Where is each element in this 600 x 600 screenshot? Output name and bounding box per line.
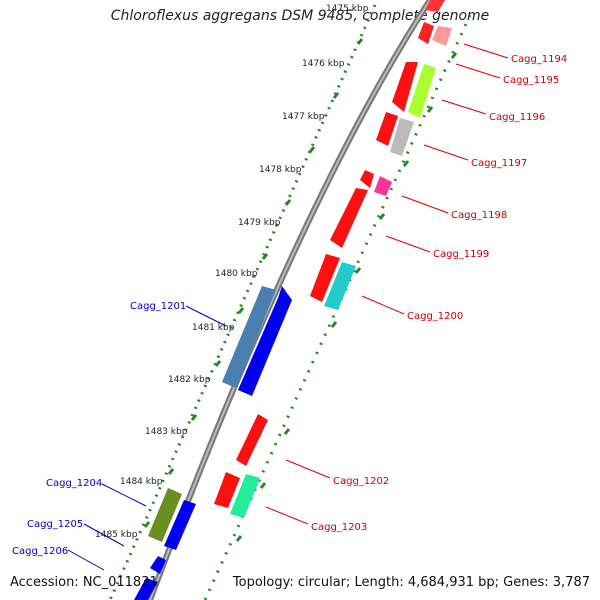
tick-label: 1477 kbp <box>282 112 325 122</box>
gene-label[interactable]: Cagg_1203 <box>311 522 367 533</box>
gene-label[interactable]: Cagg_1200 <box>407 311 463 322</box>
reverse-strand-genes <box>134 286 292 600</box>
gene-label[interactable]: Cagg_1205 <box>27 519 83 530</box>
forward-strand-genes <box>214 0 452 518</box>
gene-arrow[interactable] <box>134 578 158 600</box>
tick-label: 1484 kbp <box>120 477 163 487</box>
gene-label[interactable]: Cagg_1204 <box>46 478 102 489</box>
gene-arrow[interactable] <box>164 500 196 550</box>
gene-arrow[interactable] <box>432 26 452 46</box>
gene-label[interactable]: Cagg_1199 <box>433 249 489 260</box>
gene-arrow[interactable] <box>360 170 374 188</box>
gene-arrow[interactable] <box>425 0 445 12</box>
gene-arrow[interactable] <box>230 474 260 518</box>
tick-label: 1481 kbp <box>192 323 235 333</box>
tick-label: 1475 kbp <box>326 4 369 14</box>
genome-summary: Topology: circular; Length: 4,684,931 bp… <box>232 575 590 590</box>
tick-label: 1483 kbp <box>145 427 188 437</box>
gene-arrow[interactable] <box>222 286 276 388</box>
accession-text: Accession: NC_011831 <box>10 575 158 590</box>
gene-label[interactable]: Cagg_1194 <box>511 54 567 65</box>
tick-label: 1480 kbp <box>215 269 258 279</box>
gene-arrow[interactable] <box>418 22 434 44</box>
tick-label: 1478 kbp <box>259 165 302 175</box>
gene-label[interactable]: Cagg_1201 <box>130 301 186 312</box>
major-ticks <box>143 38 458 542</box>
label-connectors <box>67 43 509 571</box>
tick-label: 1476 kbp <box>302 59 345 69</box>
gene-label[interactable]: Cagg_1197 <box>471 158 527 169</box>
gene-arrow[interactable] <box>376 112 398 146</box>
gene-arrow[interactable] <box>148 488 182 542</box>
gene-label[interactable]: Cagg_1202 <box>333 476 389 487</box>
gene-arrow[interactable] <box>390 118 414 156</box>
gene-label[interactable]: Cagg_1206 <box>12 546 68 557</box>
gene-label[interactable]: Cagg_1196 <box>489 112 545 123</box>
gene-arrow[interactable] <box>324 262 356 310</box>
gene-arrow[interactable] <box>150 556 166 574</box>
gene-arrow[interactable] <box>374 176 392 196</box>
gene-label[interactable]: Cagg_1198 <box>451 210 507 221</box>
gene-label[interactable]: Cagg_1195 <box>503 75 559 86</box>
gene-arrow[interactable] <box>236 414 268 466</box>
gene-arrow[interactable] <box>214 472 240 508</box>
gene-arrow[interactable] <box>408 64 436 118</box>
tick-label: 1479 kbp <box>238 218 281 228</box>
gene-arrow[interactable] <box>330 188 368 248</box>
gene-arrow[interactable] <box>310 254 340 302</box>
tick-label: 1482 kbp <box>168 375 211 385</box>
genome-title: Chloroflexus aggregans DSM 9485, complet… <box>110 8 490 24</box>
gene-arrow[interactable] <box>238 286 292 396</box>
tick-label: 1485 kbp <box>95 530 138 540</box>
gene-arrow[interactable] <box>392 62 418 112</box>
